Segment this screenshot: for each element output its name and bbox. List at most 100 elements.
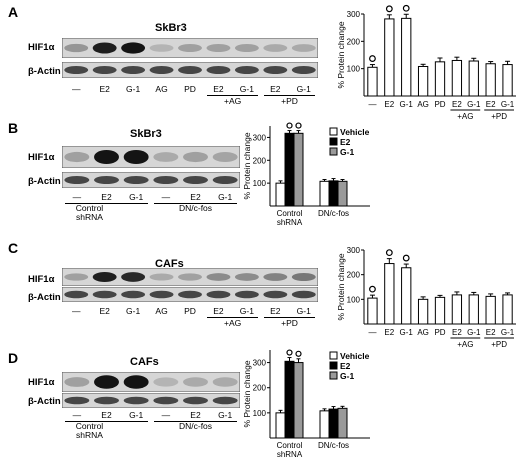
x-tick-label: G-1 bbox=[467, 100, 481, 109]
legend-swatch bbox=[329, 361, 338, 370]
bar bbox=[337, 180, 348, 207]
lane-label: — bbox=[71, 84, 81, 94]
significance-marker bbox=[369, 285, 376, 293]
lane-label: E2 bbox=[213, 306, 224, 316]
lane-label: E2 bbox=[213, 84, 224, 94]
bar bbox=[293, 362, 304, 439]
lane-label: E2 bbox=[101, 192, 112, 202]
y-tick-label: 100 bbox=[253, 179, 267, 188]
blot-band bbox=[64, 43, 89, 53]
blot-band bbox=[123, 396, 149, 405]
x-tick-label: shRNA bbox=[277, 450, 303, 459]
blot-band bbox=[92, 42, 117, 54]
blot-band bbox=[234, 290, 259, 299]
blot-band bbox=[149, 44, 174, 52]
bar bbox=[485, 295, 496, 325]
x-tick-label: G-1 bbox=[400, 328, 414, 337]
legend-label: E2 bbox=[340, 137, 351, 147]
group-label: Control shRNA bbox=[75, 421, 104, 440]
blot-band bbox=[64, 65, 89, 75]
blot-band bbox=[64, 377, 90, 387]
blot-band bbox=[263, 44, 288, 52]
y-tick-label: 300 bbox=[347, 10, 361, 19]
blot-band bbox=[123, 375, 149, 389]
blot-band bbox=[178, 273, 202, 281]
group-label: DN/c-fos bbox=[178, 203, 213, 213]
group-label: Control shRNA bbox=[75, 203, 104, 222]
blot-band bbox=[234, 43, 259, 53]
group-label: +PD bbox=[491, 340, 507, 349]
group-label: +PD bbox=[491, 112, 507, 121]
legend-swatch bbox=[329, 371, 338, 380]
y-axis-label: % Protein change bbox=[338, 21, 346, 88]
blot-band bbox=[94, 175, 119, 185]
panel-a-actin-blot bbox=[61, 61, 319, 79]
bar bbox=[468, 60, 479, 97]
lane-label: E2 bbox=[270, 84, 281, 94]
bar bbox=[293, 132, 304, 207]
bar bbox=[502, 294, 513, 325]
x-tick-label: PD bbox=[434, 100, 445, 109]
bar bbox=[367, 297, 378, 325]
blot-band bbox=[149, 290, 174, 299]
panel-b-actin-label: β-Actin bbox=[28, 176, 61, 187]
legend-label: G-1 bbox=[340, 147, 354, 157]
significance-marker bbox=[402, 254, 410, 262]
blot-band bbox=[212, 175, 238, 185]
blot-band bbox=[121, 290, 146, 299]
lane-label: AG bbox=[155, 306, 168, 316]
x-tick-label: — bbox=[368, 328, 376, 337]
blot-band bbox=[291, 290, 316, 299]
group-bracket bbox=[264, 317, 315, 318]
panel-d-letter: D bbox=[8, 350, 19, 366]
bar bbox=[328, 408, 339, 439]
panel-c-hif-label: HIF1α bbox=[28, 274, 55, 285]
bar bbox=[275, 412, 286, 439]
bar bbox=[401, 17, 412, 97]
blot-band bbox=[153, 175, 179, 185]
y-tick-label: 200 bbox=[347, 271, 361, 280]
blot-band bbox=[206, 290, 231, 299]
blot-band bbox=[183, 377, 208, 387]
lane-label: E2 bbox=[270, 306, 281, 316]
blot-band bbox=[178, 43, 202, 53]
blot-band bbox=[212, 377, 238, 387]
x-tick-label: G-1 bbox=[501, 100, 515, 109]
y-tick-label: 300 bbox=[253, 133, 267, 142]
panel-b-title: SkBr3 bbox=[130, 128, 162, 140]
lane-label: — bbox=[71, 306, 81, 316]
blot-band bbox=[234, 65, 259, 75]
blot-band bbox=[121, 272, 146, 282]
blot-band bbox=[206, 65, 231, 75]
bar bbox=[319, 410, 330, 439]
blot-band bbox=[92, 290, 117, 299]
legend-swatch bbox=[329, 127, 338, 136]
bar bbox=[367, 66, 378, 97]
lane-label: G-1 bbox=[129, 410, 144, 420]
panel-b-hif-label: HIF1α bbox=[28, 152, 55, 163]
lane-label: G-1 bbox=[126, 306, 141, 316]
lane-label: E2 bbox=[190, 410, 201, 420]
blot-band bbox=[263, 65, 288, 75]
bar bbox=[417, 65, 429, 97]
x-tick-label: G-1 bbox=[400, 100, 414, 109]
bar bbox=[328, 180, 339, 207]
panel-a-actin-label: β-Actin bbox=[28, 66, 61, 77]
blot-band bbox=[263, 273, 288, 281]
panel-c-letter: C bbox=[8, 240, 19, 256]
blot-band bbox=[263, 290, 288, 299]
x-tick-label: AG bbox=[417, 100, 429, 109]
panel-d-hif-label: HIF1α bbox=[28, 377, 55, 388]
lane-label: G-1 bbox=[126, 84, 141, 94]
group-label: +AG bbox=[224, 318, 242, 328]
panel-a-letter: A bbox=[8, 4, 19, 20]
x-tick-label: Control bbox=[277, 441, 303, 450]
blot-band bbox=[291, 44, 316, 52]
blot-band bbox=[64, 273, 89, 281]
blot-band bbox=[94, 149, 119, 165]
bar bbox=[417, 298, 429, 325]
bar bbox=[434, 296, 446, 325]
bar bbox=[434, 61, 446, 97]
bar bbox=[384, 263, 395, 325]
panel-c-lane-labels: — E2 G-1 AG PD E2 G-1 E2 G-1 +AG +PD bbox=[62, 304, 318, 334]
